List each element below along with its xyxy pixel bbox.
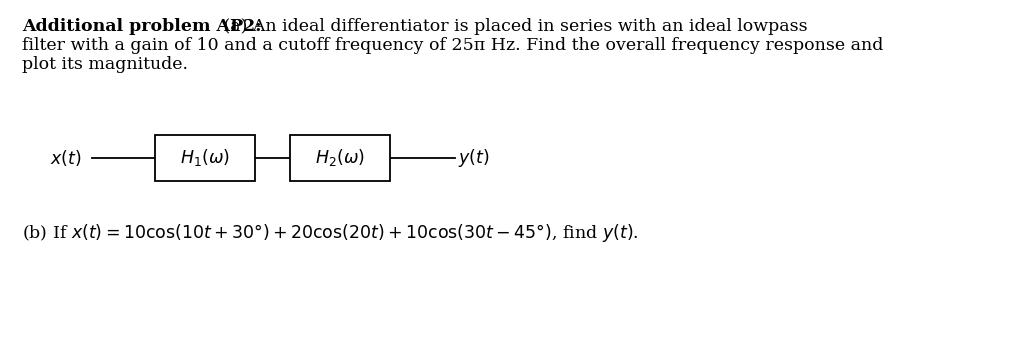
Text: (b) If $x(t) = 10\cos(10t + 30°) + 20\cos(20t) + 10\cos(30t - 45°)$, find $y(t)$: (b) If $x(t) = 10\cos(10t + 30°) + 20\co… [22, 222, 638, 244]
Text: plot its magnitude.: plot its magnitude. [22, 56, 187, 73]
Text: $H_2(\omega)$: $H_2(\omega)$ [315, 148, 365, 168]
Text: filter with a gain of 10 and a cutoff frequency of 25π Hz. Find the overall freq: filter with a gain of 10 and a cutoff fr… [22, 37, 882, 54]
Text: $H_1(\omega)$: $H_1(\omega)$ [180, 148, 229, 168]
Text: Additional problem AP2:: Additional problem AP2: [22, 18, 261, 35]
Text: $y(t)$: $y(t)$ [458, 147, 489, 169]
Text: (a) An ideal differentiator is placed in series with an ideal lowpass: (a) An ideal differentiator is placed in… [218, 18, 807, 35]
Bar [155, 135, 255, 181]
Bar [289, 135, 389, 181]
Text: $x(t)$: $x(t)$ [50, 148, 82, 168]
